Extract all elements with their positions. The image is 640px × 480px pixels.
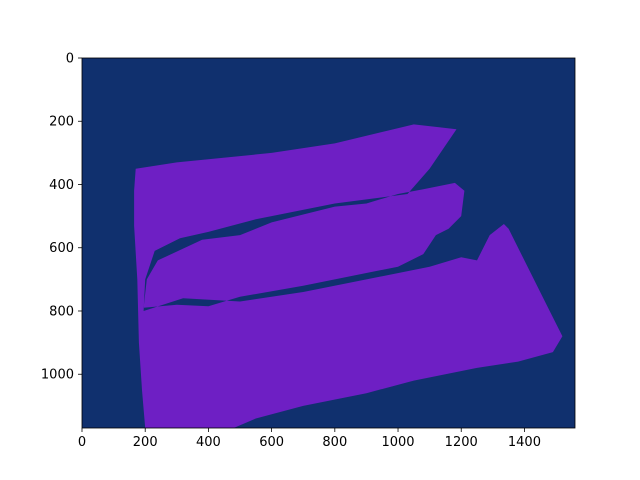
plot-frame bbox=[81, 57, 576, 429]
x-tick-label: 800 bbox=[322, 435, 347, 450]
y-axis: 0 200 400 600 800 1000 bbox=[41, 52, 82, 383]
y-tick-label: 400 bbox=[49, 178, 74, 193]
x-tick-label: 1400 bbox=[508, 435, 541, 450]
x-tick-label: 1200 bbox=[445, 435, 478, 450]
y-tick-label: 200 bbox=[49, 115, 74, 130]
y-tick-label: 800 bbox=[49, 304, 74, 319]
x-tick-label: 600 bbox=[259, 435, 284, 450]
y-tick-label: 1000 bbox=[41, 368, 74, 383]
plot-area bbox=[81, 57, 576, 429]
x-tick-label: 400 bbox=[196, 435, 221, 450]
foreground-class-region bbox=[134, 124, 563, 428]
x-axis: 0 200 400 600 800 1000 1200 1400 bbox=[78, 428, 541, 450]
x-tick-label: 1000 bbox=[381, 435, 414, 450]
x-tick-label: 200 bbox=[133, 435, 158, 450]
y-tick-label: 600 bbox=[49, 241, 74, 256]
y-tick-label: 0 bbox=[66, 52, 74, 67]
x-tick-label: 0 bbox=[78, 435, 86, 450]
